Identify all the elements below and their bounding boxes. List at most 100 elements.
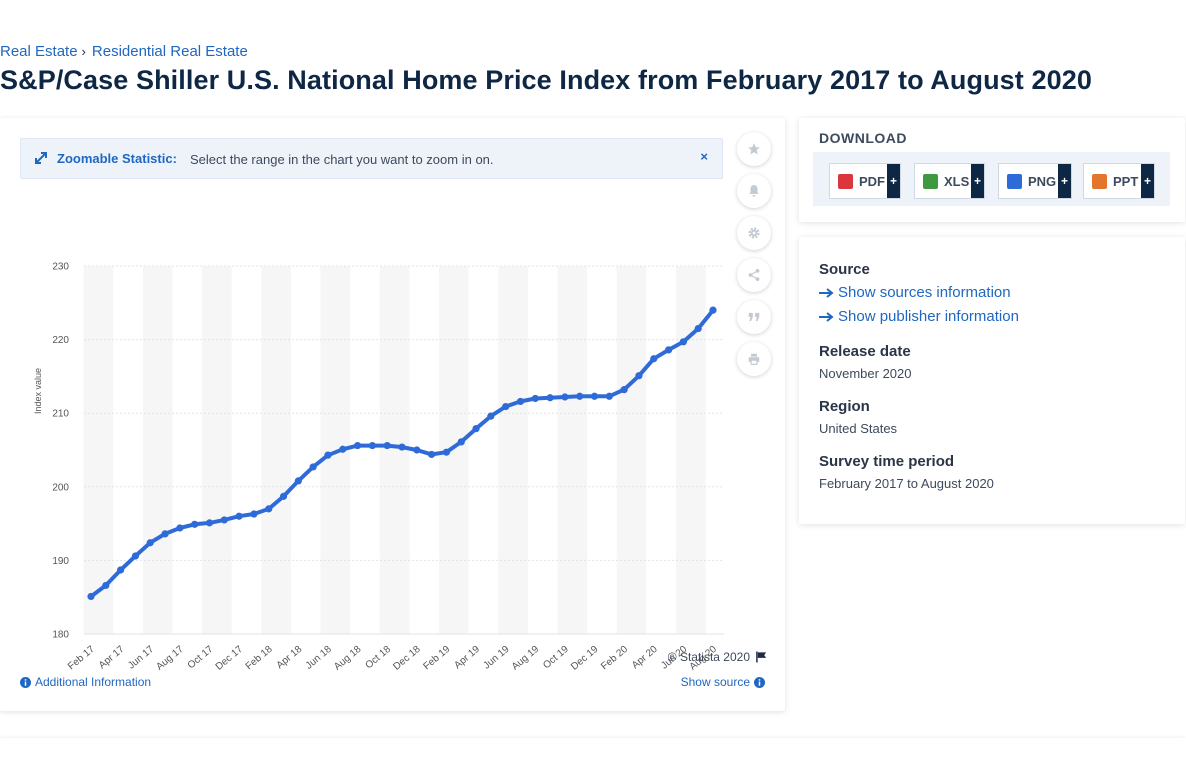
x-tick-label: Feb 17 xyxy=(66,644,97,673)
download-png-plus[interactable]: + xyxy=(1058,164,1071,198)
data-point[interactable] xyxy=(250,510,258,518)
data-point[interactable] xyxy=(635,372,643,380)
data-point[interactable] xyxy=(605,392,613,400)
data-point[interactable] xyxy=(457,438,465,446)
x-tick-label: Dec 17 xyxy=(214,644,246,673)
show-sources-link[interactable]: Show sources information xyxy=(819,284,1011,301)
download-ppt-plus[interactable]: + xyxy=(1141,164,1154,198)
data-point[interactable] xyxy=(205,519,214,527)
data-point[interactable] xyxy=(191,520,199,528)
y-tick-label: 230 xyxy=(52,262,69,273)
additional-information-label: Additional Information xyxy=(35,675,152,689)
data-point[interactable] xyxy=(413,446,421,454)
data-point[interactable] xyxy=(516,397,525,406)
print-icon xyxy=(748,353,760,365)
data-point[interactable] xyxy=(131,552,140,560)
x-tick-label: Aug 17 xyxy=(154,644,186,673)
bell-icon xyxy=(749,185,759,197)
close-icon[interactable]: × xyxy=(700,149,708,164)
data-point[interactable] xyxy=(265,505,273,513)
data-point[interactable] xyxy=(339,445,347,453)
share-button[interactable] xyxy=(737,258,771,292)
chart-toolbar xyxy=(737,132,773,384)
data-point[interactable] xyxy=(117,566,125,574)
meta-card: Source Show sources information Show pub… xyxy=(799,237,1185,524)
data-point[interactable] xyxy=(709,306,717,314)
data-point[interactable] xyxy=(324,451,332,459)
flag-icon[interactable] xyxy=(756,651,767,663)
additional-information-link[interactable]: Additional Information xyxy=(20,675,151,689)
data-point[interactable] xyxy=(531,394,539,403)
data-point[interactable] xyxy=(368,441,376,450)
data-point[interactable] xyxy=(102,581,110,590)
data-point[interactable] xyxy=(309,463,317,471)
download-ppt-button[interactable]: PPT + xyxy=(1083,163,1155,199)
favorite-button[interactable] xyxy=(737,132,771,166)
data-point[interactable] xyxy=(353,441,362,450)
print-button[interactable] xyxy=(737,342,771,376)
x-tick-label: Feb 19 xyxy=(421,644,452,673)
data-point[interactable] xyxy=(428,450,436,459)
download-pdf-plus[interactable]: + xyxy=(887,164,900,198)
data-point[interactable] xyxy=(679,338,687,346)
x-tick-label: Apr 18 xyxy=(275,644,305,672)
data-point[interactable] xyxy=(487,412,495,420)
data-point[interactable] xyxy=(279,492,288,500)
data-point[interactable] xyxy=(398,443,406,451)
data-point[interactable] xyxy=(576,392,584,400)
data-point[interactable] xyxy=(620,386,628,394)
data-point[interactable] xyxy=(590,392,599,400)
x-tick-label: Oct 19 xyxy=(541,644,571,672)
chart-band xyxy=(202,266,232,634)
data-point[interactable] xyxy=(442,448,451,456)
data-point[interactable] xyxy=(383,441,391,450)
download-xls-plus[interactable]: + xyxy=(971,164,984,198)
chart-band xyxy=(439,266,469,634)
ppt-file-icon xyxy=(1092,173,1107,189)
data-point[interactable] xyxy=(546,394,554,402)
x-tick-label: Jun 18 xyxy=(304,644,334,672)
data-point[interactable] xyxy=(664,346,673,354)
copyright: © Statista 2020 xyxy=(668,650,767,664)
cite-button[interactable] xyxy=(737,300,771,334)
data-point[interactable] xyxy=(502,402,510,411)
data-point[interactable] xyxy=(235,512,243,520)
y-axis-label: Index value xyxy=(33,368,43,414)
notification-button[interactable] xyxy=(737,174,771,208)
download-xls-button[interactable]: XLS + xyxy=(914,163,985,199)
arrow-right-icon xyxy=(819,311,834,322)
info-icon xyxy=(754,676,765,688)
release-date-heading: Release date xyxy=(819,343,911,360)
x-tick-label: Aug 19 xyxy=(510,644,542,673)
show-publisher-link[interactable]: Show publisher information xyxy=(819,308,1019,325)
x-tick-label: Apr 19 xyxy=(452,644,482,672)
data-point[interactable] xyxy=(176,524,184,532)
data-point[interactable] xyxy=(87,592,95,601)
data-point[interactable] xyxy=(161,530,169,538)
x-tick-label: Aug 18 xyxy=(332,644,364,673)
settings-button[interactable] xyxy=(737,216,771,250)
data-point[interactable] xyxy=(220,516,228,524)
y-tick-label: 200 xyxy=(52,482,69,493)
data-point[interactable] xyxy=(294,477,302,485)
chart-card: Zoomable Statistic: Select the range in … xyxy=(0,118,785,711)
x-tick-label: Feb 18 xyxy=(244,644,275,673)
chart-band xyxy=(498,266,528,634)
chart-band xyxy=(379,266,410,634)
download-pdf-label: PDF xyxy=(859,173,885,189)
data-point[interactable] xyxy=(694,324,702,333)
star-icon xyxy=(748,143,760,155)
data-point[interactable] xyxy=(561,393,569,401)
breadcrumb-real-estate[interactable]: Real Estate xyxy=(0,43,78,60)
download-png-button[interactable]: PNG + xyxy=(998,163,1072,199)
data-point[interactable] xyxy=(472,425,480,433)
y-tick-label: 180 xyxy=(52,630,69,641)
data-point[interactable] xyxy=(146,539,154,547)
download-pdf-button[interactable]: PDF + xyxy=(829,163,901,199)
region-heading: Region xyxy=(819,398,870,415)
show-source-link[interactable]: Show source xyxy=(681,675,765,689)
breadcrumb-residential-real-estate[interactable]: Residential Real Estate xyxy=(91,43,248,60)
copyright-text: © Statista 2020 xyxy=(667,650,750,664)
data-point[interactable] xyxy=(650,355,658,363)
